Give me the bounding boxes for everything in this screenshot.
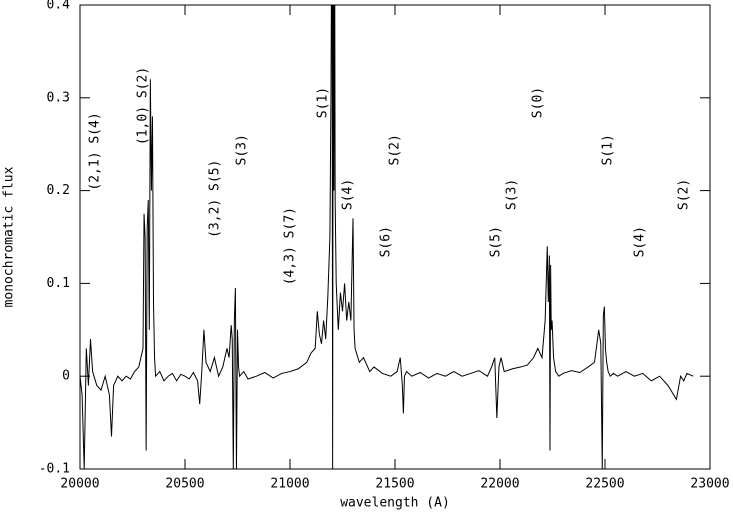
line-label: S(2): [677, 179, 692, 210]
plot-area: [80, 5, 694, 469]
line-label: S(6): [379, 226, 394, 257]
line-label: S(5): [489, 226, 504, 257]
line-label: (3,2) S(5): [208, 160, 223, 238]
x-tick-label: 23000: [690, 477, 729, 492]
x-axis-title: wavelength (A): [340, 496, 450, 511]
y-tick-label: 0.2: [47, 183, 70, 198]
line-label: S(1): [600, 134, 615, 165]
y-tick-label: 0.4: [47, 0, 71, 13]
y-tick-label: 0.1: [47, 276, 70, 291]
y-tick-label: 0.3: [47, 90, 70, 105]
line-label: (4,3) S(7): [283, 207, 298, 285]
line-label: S(4): [633, 226, 648, 257]
x-tick-label: 20000: [60, 477, 99, 492]
line-label: (1,0) S(2): [136, 67, 151, 145]
line-label: (2,1) S(4): [87, 112, 102, 190]
plot-frame: [79, 4, 711, 470]
x-tick-label: 22000: [480, 477, 519, 492]
y-tick-label: -0.1: [39, 462, 70, 477]
line-label: S(4): [341, 179, 356, 210]
line-label: S(1): [316, 87, 331, 118]
x-tick-label: 22500: [585, 477, 624, 492]
y-tick-label: 0: [62, 369, 70, 384]
x-tick-label: 21500: [375, 477, 414, 492]
x-tick-label: 20500: [165, 477, 204, 492]
line-label: S(3): [505, 179, 520, 210]
line-label: S(3): [234, 134, 249, 165]
line-label: S(2): [388, 134, 403, 165]
x-tick-label: 21000: [270, 477, 309, 492]
spectrum-line: [80, 5, 694, 469]
y-axis-title: monochromatic flux: [2, 166, 17, 307]
line-label: S(0): [531, 87, 546, 118]
